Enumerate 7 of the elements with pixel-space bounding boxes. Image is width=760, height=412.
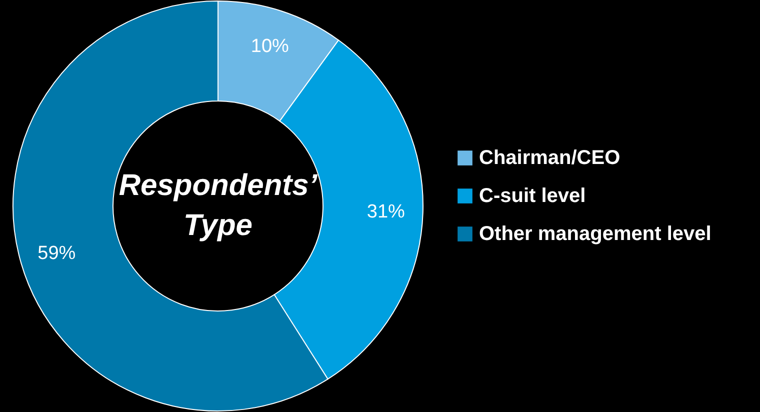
data-label: 10% — [250, 36, 290, 58]
text: Respondents’ Type — [118, 169, 318, 242]
data-label: 59% — [38, 242, 76, 264]
legend-label: C-suit level — [479, 185, 586, 207]
data-label: 31% — [366, 201, 406, 222]
legend-label: Chairman/CEO — [479, 147, 620, 169]
legend-label: Other management level — [479, 223, 712, 245]
